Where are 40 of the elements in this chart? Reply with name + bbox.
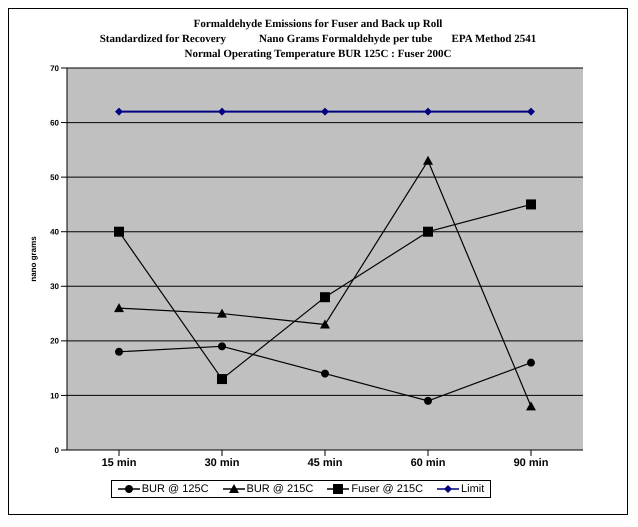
point [527,358,535,367]
point [321,370,329,378]
legend-label: Limit [461,483,484,495]
point [217,374,227,384]
point [218,342,226,350]
point [424,396,432,405]
x-tick-label: 30 min [204,456,240,469]
y-axis-title: nano grams [28,236,38,282]
point [217,308,227,318]
point [424,108,432,116]
point [526,401,536,410]
point [115,108,123,116]
chart-title: Formaldehyde Emissions for Fuser and Back up Roll [192,17,444,32]
point [114,226,124,237]
y-tick-label: 10 [50,391,60,400]
x-tick-label: 90 min [514,456,549,469]
point [114,303,124,312]
y-tick-label: 50 [50,172,60,182]
point [423,156,433,165]
point [527,108,535,116]
y-tick-label: 20 [50,336,60,346]
point [320,319,330,328]
point [423,226,433,237]
legend-label: Fuser @ 215C [351,483,424,495]
chart-subtitle: Standardized for Recovery Nano Grams Formaldehyde per tube EPA Method 2541 Normal Operating Temperature BUR 125C : Fuser 200C [98,32,538,62]
point [321,108,329,116]
x-tick-label: 45 min [308,456,343,469]
legend-label: BUR @ 215C [246,483,314,495]
legend-label: BUR @ 125C [142,483,209,495]
y-tick-label: 0 [54,446,60,455]
point [526,199,536,210]
point [115,348,123,356]
point [218,108,226,116]
y-tick-label: 60 [50,118,60,128]
x-tick-label: 15 min [102,456,137,469]
y-tick-label: 30 [50,282,60,292]
y-tick-label: 70 [50,64,60,73]
y-tick-label: 40 [50,228,60,237]
point [320,292,330,302]
x-tick-label: 60 min [410,456,446,469]
